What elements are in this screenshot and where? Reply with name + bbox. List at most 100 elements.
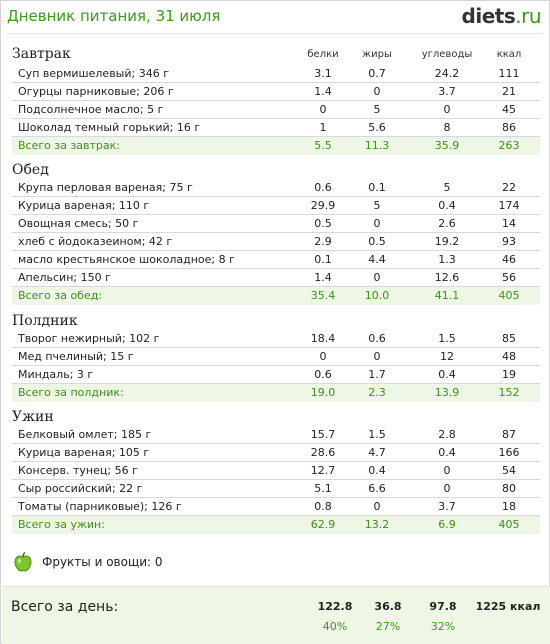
food-name: Апельсин; 150 г <box>18 271 111 284</box>
carbs-value: 12 <box>440 350 454 363</box>
protein-total: 62.9 <box>310 518 336 531</box>
kcal-value: 18 <box>502 500 516 513</box>
protein-value: 29.9 <box>310 199 336 212</box>
total-label: Всего за ужин: <box>18 518 105 531</box>
food-row[interactable]: масло крестьянское шоколадное; 8 г 0.1 4… <box>12 251 540 269</box>
food-row[interactable]: Апельсин; 150 г 1.4 0 12.6 56 <box>12 269 540 287</box>
day-carbs: 97.8 <box>429 600 457 613</box>
carbs-value: 24.2 <box>434 67 460 80</box>
protein-value: 1.4 <box>314 271 332 284</box>
protein-value: 5.1 <box>314 482 332 495</box>
site-logo[interactable]: diets.ru <box>462 4 542 28</box>
food-row[interactable]: Овощная смесь; 50 г 0.5 0 2.6 14 <box>12 215 540 233</box>
kcal-value: 21 <box>502 85 516 98</box>
kcal-value: 19 <box>502 368 516 381</box>
kcal-value: 111 <box>498 67 520 80</box>
day-total: Всего за день: 122.8 36.8 97.8 1225 ккал… <box>2 586 550 644</box>
food-row[interactable]: Огурцы парниковые; 206 г 1.4 0 3.7 21 <box>12 83 540 101</box>
day-total-label: Всего за день: <box>11 599 119 615</box>
food-row[interactable]: Сыр российский; 22 г 5.1 6.6 0 80 <box>12 480 540 498</box>
day-fat-percent: 27% <box>375 620 401 633</box>
fat-value: 5 <box>373 103 381 116</box>
carbs-value: 1.3 <box>438 253 456 266</box>
protein-value: 3.1 <box>314 67 332 80</box>
protein-value: 0.6 <box>314 368 332 381</box>
food-row[interactable]: Подсолнечное масло; 5 г 0 5 0 45 <box>12 101 540 119</box>
fat-total: 2.3 <box>368 386 386 399</box>
carbs-total: 13.9 <box>434 386 460 399</box>
fat-value: 1.7 <box>368 368 386 381</box>
fat-total: 11.3 <box>364 139 390 152</box>
food-name: Томаты (парниковые); 126 г <box>18 500 182 513</box>
fat-value: 0.1 <box>368 181 386 194</box>
food-row[interactable]: Белковый омлет; 185 г 15.7 1.5 2.8 87 <box>12 426 540 444</box>
carbs-value: 19.2 <box>434 235 460 248</box>
protein-total: 5.5 <box>314 139 332 152</box>
protein-value: 0.6 <box>314 181 332 194</box>
food-row[interactable]: Мед пчелиный; 15 г 0 0 12 48 <box>12 348 540 366</box>
fat-value: 0 <box>373 271 381 284</box>
food-name: Мед пчелиный; 15 г <box>18 350 134 363</box>
food-name: Крупа перловая вареная; 75 г <box>18 181 193 194</box>
food-name: Миндаль; 3 г <box>18 368 94 381</box>
food-row[interactable]: Консерв. тунец; 56 г 12.7 0.4 0 54 <box>12 462 540 480</box>
food-name: Консерв. тунец; 56 г <box>18 464 138 477</box>
food-row[interactable]: Шоколад темный горький; 16 г 1 5.6 8 86 <box>12 119 540 137</box>
carbs-value: 3.7 <box>438 85 456 98</box>
food-row[interactable]: Крупа перловая вареная; 75 г 0.6 0.1 5 2… <box>12 179 540 197</box>
total-label: Всего за полдник: <box>18 386 124 399</box>
food-row[interactable]: Курица вареная; 105 г 28.6 4.7 0.4 166 <box>12 444 540 462</box>
protein-total: 19.0 <box>310 386 336 399</box>
column-fat: жиры <box>362 49 392 60</box>
meal-title: Полдник <box>12 313 78 329</box>
column-carbs: углеводы <box>421 49 473 60</box>
food-name: Курица вареная; 110 г <box>18 199 150 212</box>
kcal-value: 86 <box>502 121 516 134</box>
day-fat: 36.8 <box>374 600 402 613</box>
food-row[interactable]: Курица вареная; 110 г 29.9 5 0.4 174 <box>12 197 540 215</box>
kcal-value: 80 <box>502 482 516 495</box>
kcal-total: 405 <box>498 518 520 531</box>
kcal-value: 93 <box>502 235 516 248</box>
food-row[interactable]: Миндаль; 3 г 0.6 1.7 0.4 19 <box>12 366 540 384</box>
food-name: Творог нежирный; 102 г <box>18 332 160 345</box>
carbs-value: 2.8 <box>438 428 456 441</box>
kcal-value: 87 <box>502 428 516 441</box>
fat-value: 0 <box>373 85 381 98</box>
apple-icon <box>14 551 32 572</box>
kcal-value: 85 <box>502 332 516 345</box>
fat-total: 10.0 <box>364 289 390 302</box>
kcal-value: 54 <box>502 464 516 477</box>
kcal-value: 45 <box>502 103 516 116</box>
kcal-total: 263 <box>498 139 520 152</box>
protein-value: 1.4 <box>314 85 332 98</box>
fat-value: 1.5 <box>368 428 386 441</box>
carbs-value: 5 <box>443 181 451 194</box>
food-row[interactable]: Суп вермишелевый; 346 г 3.1 0.7 24.2 111 <box>12 65 540 83</box>
meal-total-row: Всего за обед: 35.4 10.0 41.1 405 <box>12 287 540 305</box>
protein-value: 0.8 <box>314 500 332 513</box>
fruits-vegetables: Фрукты и овощи: 0 <box>12 550 312 574</box>
protein-value: 15.7 <box>310 428 336 441</box>
food-row[interactable]: хлеб с йодоказеином; 42 г 2.9 0.5 19.2 9… <box>12 233 540 251</box>
protein-value: 1 <box>319 121 327 134</box>
fat-value: 5.6 <box>368 121 386 134</box>
fat-value: 5 <box>373 199 381 212</box>
food-row[interactable]: Томаты (парниковые); 126 г 0.8 0 3.7 18 <box>12 498 540 516</box>
carbs-value: 0 <box>443 482 451 495</box>
food-name: Белковый омлет; 185 г <box>18 428 152 441</box>
fat-value: 0.4 <box>368 464 386 477</box>
food-name: Подсолнечное масло; 5 г <box>18 103 164 116</box>
carbs-total: 41.1 <box>434 289 460 302</box>
meal-title: Ужин <box>12 409 54 425</box>
fat-value: 4.4 <box>368 253 386 266</box>
page-title: Дневник питания, 31 июля <box>7 7 221 25</box>
column-kcal: ккал <box>496 49 522 60</box>
carbs-value: 3.7 <box>438 500 456 513</box>
total-label: Всего за обед: <box>18 289 103 302</box>
meal-title: Обед <box>12 162 49 178</box>
carbs-value: 12.6 <box>434 271 460 284</box>
protein-value: 12.7 <box>310 464 336 477</box>
food-row[interactable]: Творог нежирный; 102 г 18.4 0.6 1.5 85 <box>12 330 540 348</box>
carbs-value: 0.4 <box>438 446 456 459</box>
